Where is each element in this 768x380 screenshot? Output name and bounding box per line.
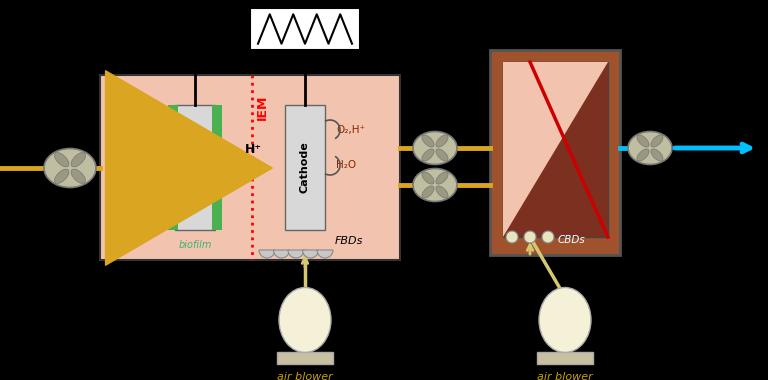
Text: H⁺: H⁺ — [244, 143, 261, 156]
Text: H₂O: H₂O — [336, 160, 356, 170]
Text: OC: OC — [140, 125, 156, 135]
Ellipse shape — [637, 149, 649, 161]
Wedge shape — [273, 250, 290, 258]
Bar — [175, 105, 215, 230]
Bar — [285, 105, 325, 230]
Ellipse shape — [436, 172, 448, 184]
Text: biofilm: biofilm — [178, 240, 212, 250]
Ellipse shape — [539, 288, 591, 353]
Ellipse shape — [651, 149, 663, 161]
Bar — [503, 62, 608, 237]
Ellipse shape — [413, 168, 457, 201]
Text: Anode: Anode — [190, 148, 200, 187]
Ellipse shape — [422, 172, 434, 184]
Ellipse shape — [55, 152, 69, 167]
Ellipse shape — [55, 169, 69, 184]
Ellipse shape — [71, 152, 85, 167]
Ellipse shape — [436, 186, 448, 198]
Ellipse shape — [628, 131, 672, 165]
Ellipse shape — [436, 149, 448, 161]
Bar — [250, 8, 360, 50]
Text: FBDs: FBDs — [335, 236, 363, 246]
Polygon shape — [503, 62, 608, 237]
Ellipse shape — [422, 186, 434, 198]
Wedge shape — [317, 250, 333, 258]
Wedge shape — [259, 250, 275, 258]
Text: CO₂: CO₂ — [134, 160, 155, 170]
Circle shape — [542, 231, 554, 243]
Bar — [490, 50, 620, 255]
Ellipse shape — [71, 169, 85, 184]
Text: IEM: IEM — [256, 95, 269, 120]
Ellipse shape — [651, 135, 663, 147]
Text: air blower: air blower — [537, 372, 593, 380]
Ellipse shape — [422, 149, 434, 161]
Circle shape — [524, 231, 536, 243]
Wedge shape — [303, 250, 319, 258]
Ellipse shape — [279, 288, 331, 353]
Ellipse shape — [413, 131, 457, 165]
Text: Cathode: Cathode — [300, 142, 310, 193]
Ellipse shape — [44, 149, 96, 187]
Text: CBDs: CBDs — [558, 235, 586, 245]
Bar — [212, 105, 222, 230]
Wedge shape — [288, 250, 304, 258]
Ellipse shape — [422, 135, 434, 147]
Bar — [168, 105, 178, 230]
Bar — [537, 352, 593, 364]
Bar — [277, 352, 333, 364]
Ellipse shape — [436, 135, 448, 147]
Circle shape — [506, 231, 518, 243]
Text: air blower: air blower — [277, 372, 333, 380]
Text: O₂,H⁺: O₂,H⁺ — [336, 125, 365, 135]
Ellipse shape — [637, 135, 649, 147]
Bar — [100, 75, 400, 260]
